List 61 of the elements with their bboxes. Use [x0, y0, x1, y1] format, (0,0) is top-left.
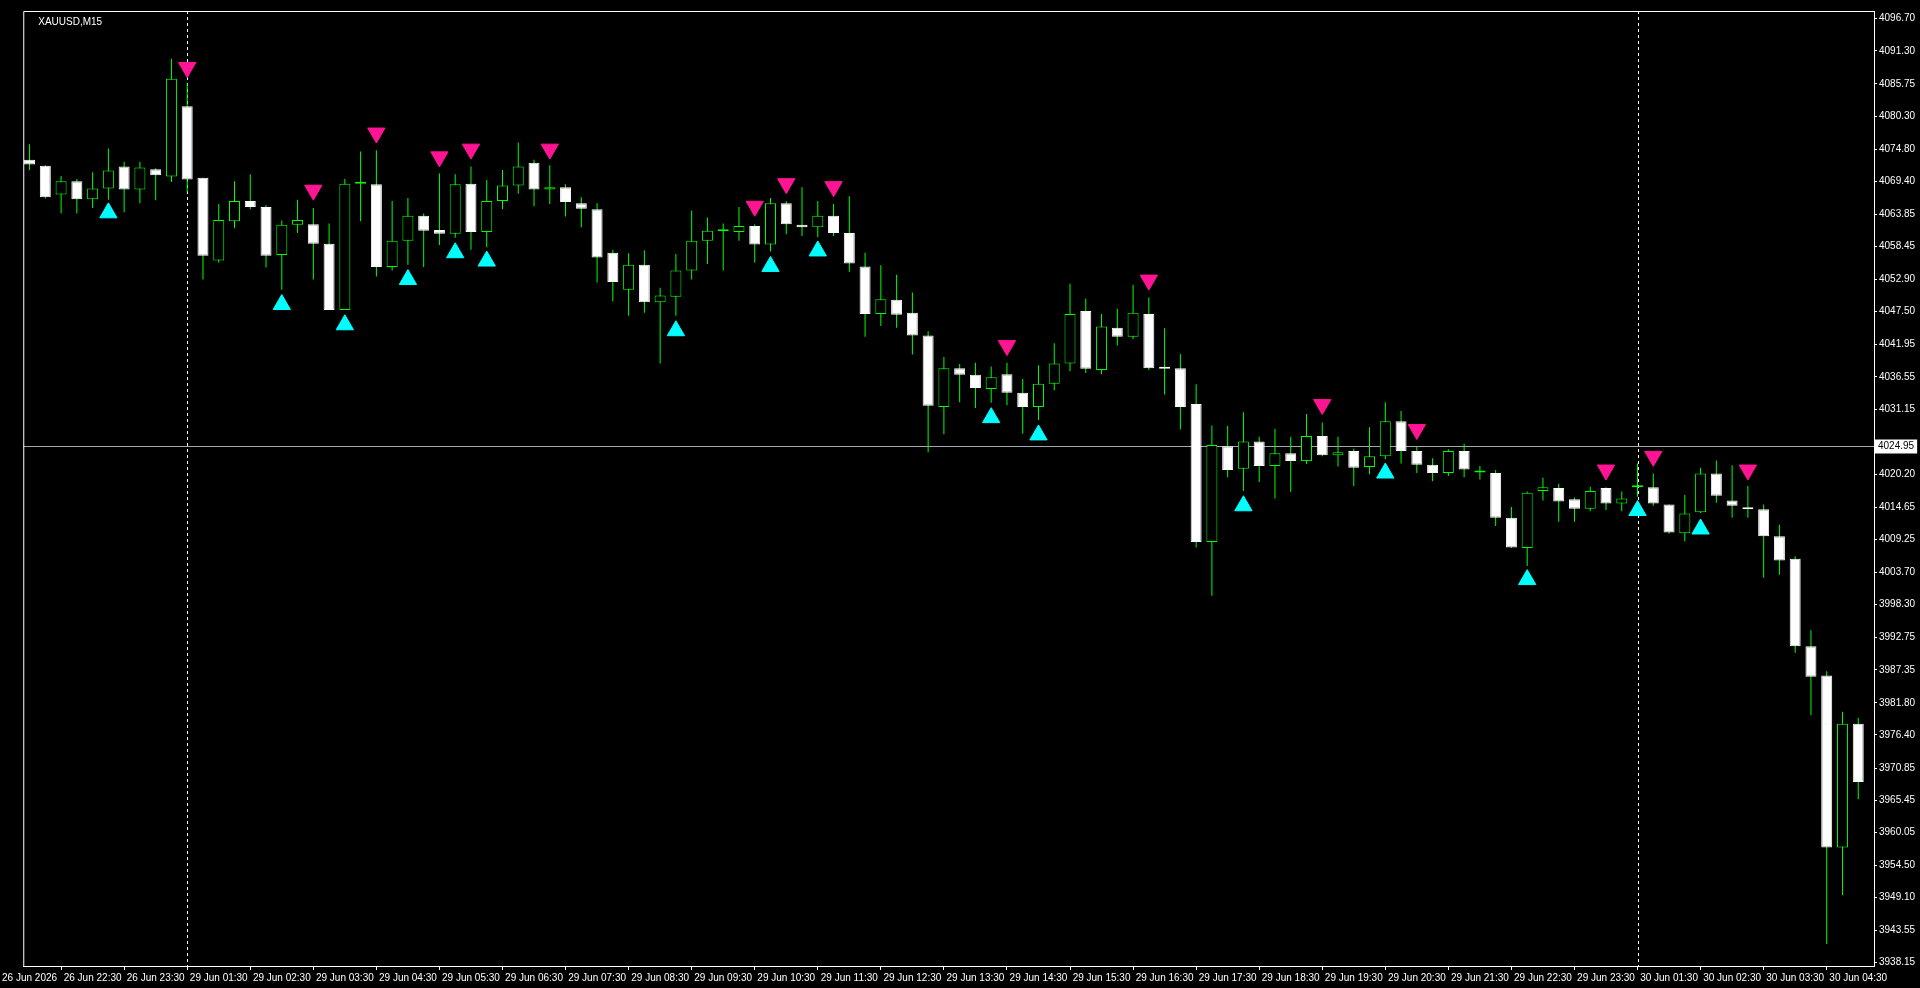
y-tick-label: 3992.75: [1879, 631, 1916, 643]
y-tick-label: 3949.10: [1879, 891, 1916, 903]
text: XAUUSD,M15: [38, 15, 103, 27]
y-tick-label: 3965.45: [1879, 793, 1916, 805]
x-tick-label: 29 Jun 21:30: [1450, 971, 1510, 983]
x-tick-label: 26 Jun 23:30: [126, 971, 186, 983]
y-tick-label: 3998.30: [1879, 598, 1916, 610]
x-tick-label: 29 Jun 03:30: [315, 971, 375, 983]
y-tick-label: 3938.15: [1879, 956, 1916, 968]
x-tick-label: 29 Jun 05:30: [442, 971, 501, 983]
y-tick-label: 4047.50: [1879, 305, 1916, 317]
y-tick-label: 3970.85: [1879, 761, 1916, 773]
x-tick-label: 29 Jun 10:30: [757, 971, 816, 983]
x-tick-label: 29 Jun 15:30: [1072, 971, 1131, 983]
y-tick-label: 4096.70: [1879, 12, 1916, 24]
x-tick-label: 29 Jun 02:30: [252, 971, 312, 983]
y-tick-label: 4014.65: [1879, 501, 1916, 512]
x-tick-label: 29 Jun 11:30: [820, 971, 879, 983]
x-tick-label: 26 Jun 22:30: [63, 971, 122, 983]
y-tick-label: 4080.30: [1879, 110, 1916, 122]
x-tick-label: 29 Jun 18:30: [1261, 971, 1321, 983]
y-tick-label: 3976.40: [1879, 728, 1916, 740]
y-tick-label: 4074.80: [1879, 142, 1916, 154]
y-tick-label: 3987.35: [1879, 663, 1916, 675]
y-tick-label: 3943.55: [1879, 924, 1916, 936]
x-tick-label: 29 Jun 01:30: [189, 971, 249, 983]
y-tick-label: 4041.95: [1879, 338, 1916, 350]
x-tick-label: 29 Jun 06:30: [505, 971, 564, 983]
y-tick-label: 4031.15: [1879, 402, 1916, 414]
x-tick-label: 29 Jun 08:30: [631, 971, 690, 983]
y-tick-label: 4020.20: [1879, 467, 1916, 479]
y-tick-label: 4091.30: [1879, 44, 1916, 56]
x-tick-label: 29 Jun 19:30: [1324, 971, 1384, 983]
x-tick-label: 29 Jun 13:30: [946, 971, 1005, 983]
x-tick-label: 29 Jun 07:30: [568, 971, 627, 983]
y-tick-label: 4058.45: [1879, 240, 1916, 252]
y-tick-label: 4063.85: [1879, 208, 1916, 220]
y-tick-label: 3981.80: [1879, 696, 1916, 708]
y-tick-label: 4069.40: [1879, 175, 1916, 187]
x-tick-label: 29 Jun 04:30: [378, 971, 438, 983]
x-tick-label: 29 Jun 23:30: [1577, 971, 1636, 983]
y-tick-label: 4052.90: [1879, 273, 1916, 285]
x-tick-label: 30 Jun 03:30: [1766, 971, 1825, 983]
ref-line-label: 4024.95: [1878, 440, 1915, 452]
x-tick-label: 29 Jun 12:30: [883, 971, 942, 983]
x-tick-label: 29 Jun 22:30: [1514, 971, 1573, 983]
x-tick-label: 30 Jun 04:30: [1829, 971, 1888, 983]
x-tick-label: 30 Jun 01:30: [1640, 971, 1699, 983]
x-tick-label: 26 Jun 2026: [2, 971, 58, 983]
y-tick-label: 4036.55: [1879, 370, 1916, 382]
x-tick-label: 29 Jun 16:30: [1135, 971, 1194, 983]
x-tick-label: 29 Jun 20:30: [1387, 971, 1447, 983]
x-tick-label: 29 Jun 14:30: [1009, 971, 1068, 983]
x-tick-label: 29 Jun 17:30: [1198, 971, 1258, 983]
y-tick-label: 3954.50: [1879, 859, 1916, 871]
y-tick-label: 3960.05: [1879, 826, 1916, 838]
x-tick-label: 29 Jun 09:30: [694, 971, 753, 983]
y-tick-label: 4009.25: [1879, 533, 1916, 545]
y-tick-label: 4003.70: [1879, 566, 1916, 578]
y-tick-label: 4085.75: [1879, 77, 1916, 89]
x-tick-label: 30 Jun 02:30: [1703, 971, 1762, 983]
